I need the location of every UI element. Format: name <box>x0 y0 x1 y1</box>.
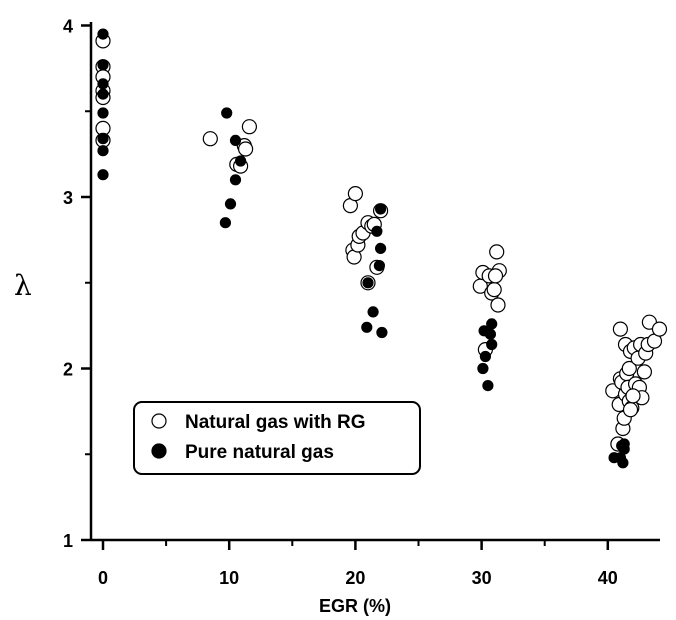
point-pure-natural-gas <box>367 306 379 318</box>
point-pure-natural-gas <box>486 338 498 351</box>
point-pure-natural-gas <box>373 260 385 272</box>
point-pure-natural-gas <box>97 133 109 145</box>
y-tick-label: 1 <box>63 531 73 551</box>
point-pure-natural-gas <box>97 107 109 119</box>
point-pure-natural-gas <box>229 174 242 186</box>
point-pure-natural-gas <box>97 59 109 71</box>
point-natural-gas-with-rg <box>241 119 257 135</box>
y-tick-label: 3 <box>63 188 73 208</box>
point-pure-natural-gas <box>371 225 383 237</box>
legend: Natural gas with RG Pure natural gas <box>133 401 421 475</box>
point-pure-natural-gas <box>221 107 233 119</box>
y-tick-label: 2 <box>63 360 73 380</box>
point-pure-natural-gas <box>97 169 109 181</box>
point-natural-gas-with-rg <box>238 141 254 157</box>
point-natural-gas-with-rg <box>621 360 637 377</box>
point-pure-natural-gas <box>361 321 373 333</box>
legend-label-natural-gas-with-rg: Natural gas with RG <box>185 412 366 433</box>
point-pure-natural-gas <box>376 326 388 339</box>
point-pure-natural-gas <box>375 203 387 215</box>
point-pure-natural-gas <box>97 28 109 40</box>
y-ticks: 1 2 3 4 <box>63 17 91 551</box>
legend-label-pure-natural-gas: Pure natural gas <box>185 442 334 463</box>
point-natural-gas-with-rg <box>486 282 502 298</box>
point-pure-natural-gas <box>484 328 496 340</box>
x-tick-label: 30 <box>472 568 492 588</box>
x-tick-label: 20 <box>345 568 365 588</box>
x-tick-label: 0 <box>98 568 108 588</box>
legend-marker-open <box>151 413 167 429</box>
point-pure-natural-gas <box>482 380 494 392</box>
y-tick-label: 4 <box>63 17 73 37</box>
point-pure-natural-gas <box>479 350 491 363</box>
data-points <box>95 28 668 469</box>
y-axis-label: λ <box>14 269 32 302</box>
x-tick-label: 40 <box>598 568 618 588</box>
legend-box <box>133 401 421 475</box>
x-ticks: 0 10 20 30 40 <box>98 540 618 588</box>
x-tick-label: 10 <box>219 568 239 588</box>
point-natural-gas-with-rg <box>612 321 629 337</box>
point-pure-natural-gas <box>616 440 628 452</box>
legend-marker-filled <box>151 443 167 459</box>
point-pure-natural-gas <box>97 78 109 90</box>
point-pure-natural-gas <box>617 457 629 469</box>
point-pure-natural-gas <box>235 155 247 167</box>
point-natural-gas-with-rg <box>489 244 505 260</box>
point-pure-natural-gas <box>97 145 109 157</box>
x-axis-label: EGR (%) <box>319 596 391 616</box>
point-pure-natural-gas <box>97 88 109 100</box>
point-pure-natural-gas <box>477 362 489 375</box>
point-natural-gas-with-rg <box>202 131 218 147</box>
point-natural-gas-with-rg <box>487 268 504 284</box>
point-pure-natural-gas <box>229 134 242 146</box>
point-natural-gas-with-rg <box>636 364 653 380</box>
point-natural-gas-with-rg <box>347 186 363 202</box>
point-pure-natural-gas <box>224 198 237 210</box>
point-pure-natural-gas <box>375 242 387 254</box>
point-pure-natural-gas <box>362 277 374 289</box>
point-natural-gas-with-rg <box>625 388 641 404</box>
point-natural-gas-with-rg <box>651 321 668 337</box>
point-natural-gas-with-rg <box>622 402 639 418</box>
point-pure-natural-gas <box>219 217 231 229</box>
point-natural-gas-with-rg <box>490 297 506 313</box>
